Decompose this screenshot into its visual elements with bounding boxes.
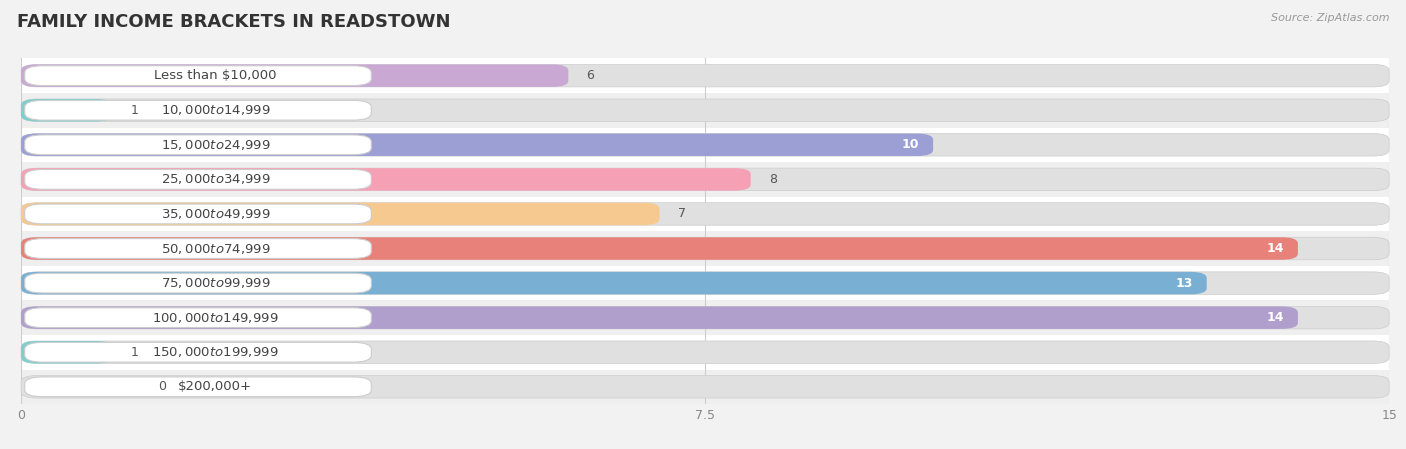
Bar — [21, 162, 1389, 197]
Text: FAMILY INCOME BRACKETS IN READSTOWN: FAMILY INCOME BRACKETS IN READSTOWN — [17, 13, 450, 31]
FancyBboxPatch shape — [21, 306, 1298, 329]
Text: $50,000 to $74,999: $50,000 to $74,999 — [160, 242, 270, 255]
FancyBboxPatch shape — [21, 64, 568, 87]
Bar — [21, 335, 1389, 370]
Bar — [21, 128, 1389, 162]
FancyBboxPatch shape — [21, 168, 751, 191]
FancyBboxPatch shape — [25, 100, 371, 120]
FancyBboxPatch shape — [21, 375, 1389, 398]
Bar — [21, 266, 1389, 300]
Text: 0: 0 — [157, 380, 166, 393]
FancyBboxPatch shape — [25, 204, 371, 224]
FancyBboxPatch shape — [25, 238, 371, 259]
Bar — [21, 231, 1389, 266]
FancyBboxPatch shape — [25, 66, 371, 86]
Text: 7: 7 — [678, 207, 686, 220]
Text: Less than $10,000: Less than $10,000 — [155, 69, 277, 82]
FancyBboxPatch shape — [21, 272, 1206, 295]
Text: 10: 10 — [901, 138, 920, 151]
FancyBboxPatch shape — [21, 306, 1389, 329]
Text: $35,000 to $49,999: $35,000 to $49,999 — [160, 207, 270, 221]
FancyBboxPatch shape — [25, 377, 371, 397]
FancyBboxPatch shape — [25, 135, 371, 155]
FancyBboxPatch shape — [21, 202, 659, 225]
Text: $75,000 to $99,999: $75,000 to $99,999 — [160, 276, 270, 290]
Text: 1: 1 — [131, 346, 138, 359]
FancyBboxPatch shape — [21, 99, 112, 122]
Text: $100,000 to $149,999: $100,000 to $149,999 — [152, 311, 278, 325]
Bar — [21, 93, 1389, 128]
Bar — [21, 370, 1389, 404]
Bar — [21, 197, 1389, 231]
FancyBboxPatch shape — [21, 237, 1298, 260]
FancyBboxPatch shape — [21, 202, 1389, 225]
FancyBboxPatch shape — [21, 64, 1389, 87]
Text: $150,000 to $199,999: $150,000 to $199,999 — [152, 345, 278, 359]
Bar — [21, 300, 1389, 335]
Text: 14: 14 — [1267, 311, 1284, 324]
FancyBboxPatch shape — [21, 341, 112, 364]
Text: 14: 14 — [1267, 242, 1284, 255]
FancyBboxPatch shape — [25, 342, 371, 362]
Text: $15,000 to $24,999: $15,000 to $24,999 — [160, 138, 270, 152]
FancyBboxPatch shape — [25, 273, 371, 293]
FancyBboxPatch shape — [21, 341, 1389, 364]
Text: 8: 8 — [769, 173, 778, 186]
FancyBboxPatch shape — [25, 308, 371, 328]
Text: $25,000 to $34,999: $25,000 to $34,999 — [160, 172, 270, 186]
FancyBboxPatch shape — [21, 133, 1389, 156]
Text: 6: 6 — [586, 69, 595, 82]
FancyBboxPatch shape — [25, 169, 371, 189]
FancyBboxPatch shape — [21, 99, 1389, 122]
FancyBboxPatch shape — [21, 133, 934, 156]
FancyBboxPatch shape — [21, 168, 1389, 191]
FancyBboxPatch shape — [21, 237, 1389, 260]
Bar — [21, 58, 1389, 93]
Text: $200,000+: $200,000+ — [179, 380, 252, 393]
FancyBboxPatch shape — [21, 272, 1389, 295]
Text: Source: ZipAtlas.com: Source: ZipAtlas.com — [1271, 13, 1389, 23]
Text: 1: 1 — [131, 104, 138, 117]
Text: 13: 13 — [1175, 277, 1194, 290]
Text: $10,000 to $14,999: $10,000 to $14,999 — [160, 103, 270, 117]
